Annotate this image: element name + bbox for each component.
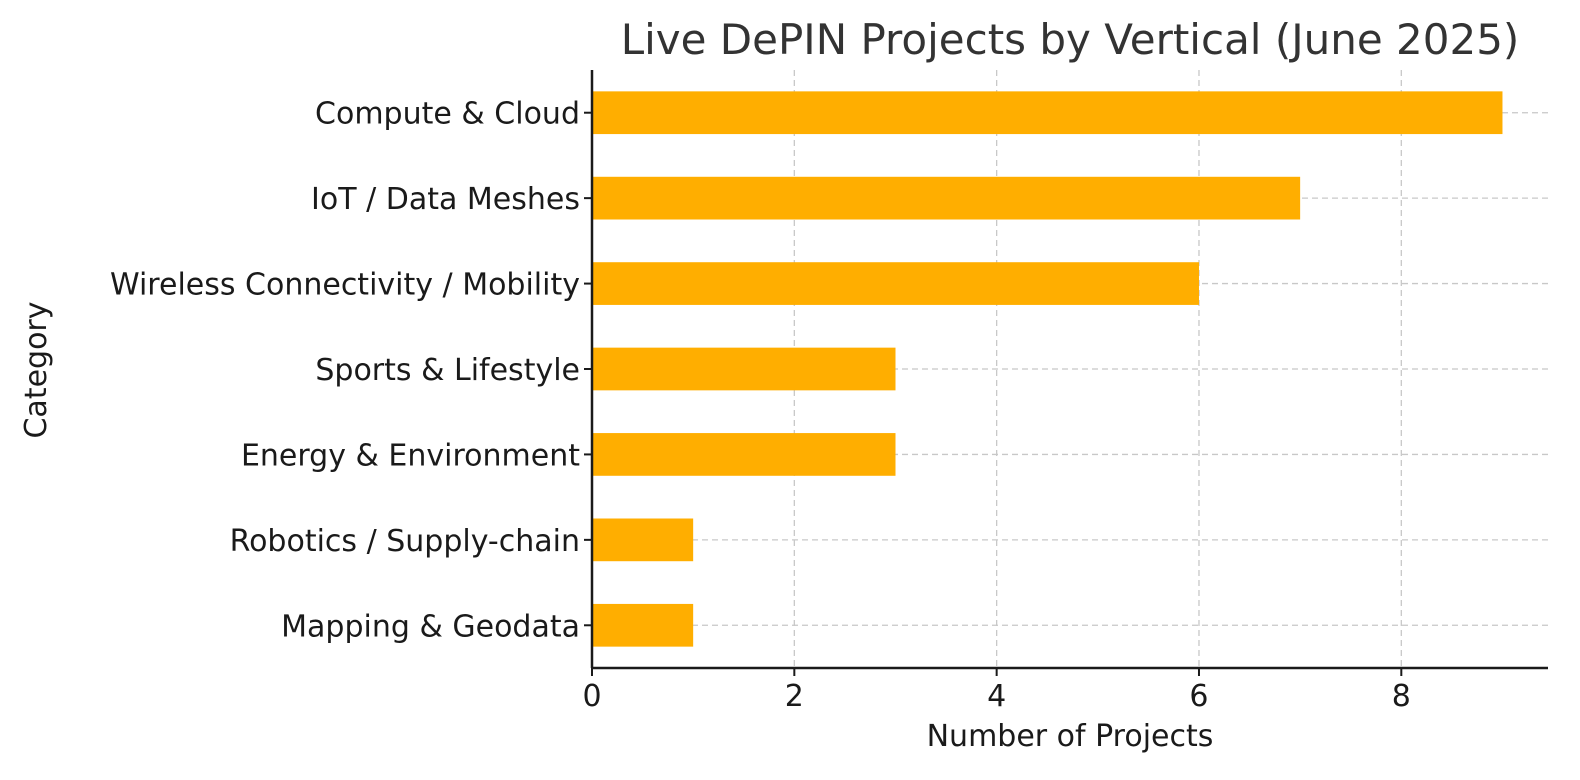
y-tick-label-energy-environment: Energy & Environment <box>241 438 580 473</box>
chart-title: Live DePIN Projects by Vertical (June 20… <box>621 15 1520 64</box>
y-tick-label-wireless-connectivity-mobility: Wireless Connectivity / Mobility <box>110 268 580 303</box>
x-tick-label: 2 <box>785 679 804 714</box>
y-tick-label-iot-data-meshes: IoT / Data Meshes <box>311 182 580 217</box>
y-tick-label-sports-lifestyle: Sports & Lifestyle <box>315 353 580 388</box>
bar-robotics-supply-chain <box>592 518 694 562</box>
bar-mapping-geodata <box>592 603 694 647</box>
x-tick-label: 8 <box>1392 679 1411 714</box>
x-axis-label: Number of Projects <box>927 719 1214 754</box>
x-tick-label: 0 <box>582 679 601 714</box>
x-tick-label: 4 <box>987 679 1006 714</box>
y-tick-label-compute-cloud: Compute & Cloud <box>315 97 580 132</box>
y-axis-label: Category <box>19 301 54 438</box>
bars <box>592 91 1503 647</box>
bar-iot-data-meshes <box>592 176 1301 220</box>
bar-sports-lifestyle <box>592 347 896 391</box>
y-tick-label-mapping-geodata: Mapping & Geodata <box>281 609 580 644</box>
x-tick-label: 6 <box>1189 679 1208 714</box>
y-tick-label-robotics-supply-chain: Robotics / Supply-chain <box>230 524 580 559</box>
bar-compute-cloud <box>592 91 1503 135</box>
axis-ticks: Compute & Cloud IoT / Data Meshes Wireless… <box>110 97 1411 714</box>
bar-energy-environment <box>592 433 896 476</box>
bar-wireless-connectivity-mobility <box>592 262 1199 305</box>
